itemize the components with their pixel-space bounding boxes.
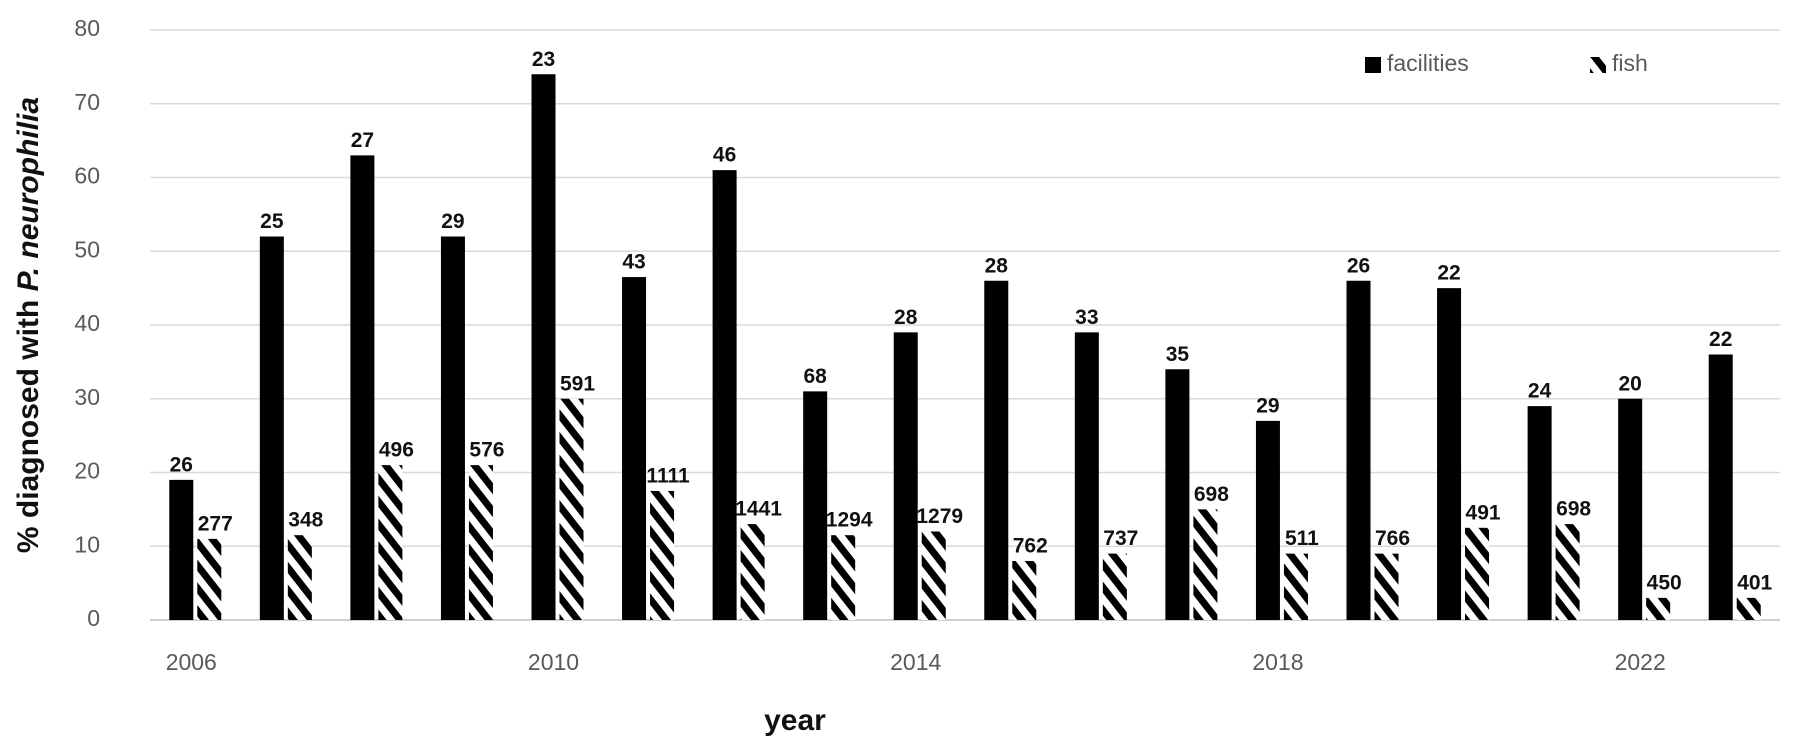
bar xyxy=(531,74,556,620)
y-tick-label: 10 xyxy=(74,531,100,557)
bar xyxy=(287,535,312,620)
count-label: 22 xyxy=(1709,328,1732,351)
x-tick-label: 2006 xyxy=(166,649,217,675)
y-tick-label: 20 xyxy=(74,458,100,484)
count-label: 24 xyxy=(1528,380,1552,403)
bar xyxy=(893,332,918,620)
bar xyxy=(1646,597,1671,620)
bar xyxy=(1374,553,1399,620)
bar xyxy=(650,490,675,620)
count-label: 450 xyxy=(1647,571,1682,594)
bar xyxy=(1255,420,1280,620)
bar xyxy=(1708,354,1733,620)
legend-swatch xyxy=(1365,57,1381,73)
bar xyxy=(197,538,222,620)
bar xyxy=(1193,509,1218,620)
count-label: 277 xyxy=(198,512,233,535)
count-label: 46 xyxy=(713,144,736,167)
y-tick-label: 40 xyxy=(74,310,100,336)
count-label: 27 xyxy=(351,129,374,152)
bar xyxy=(440,236,465,620)
count-label: 491 xyxy=(1466,501,1501,524)
count-label: 1294 xyxy=(826,509,873,532)
bar xyxy=(468,465,493,620)
bar xyxy=(831,535,856,620)
count-label: 23 xyxy=(532,48,555,71)
legend-label: fish xyxy=(1612,50,1648,76)
bar xyxy=(378,465,403,620)
bar xyxy=(1555,524,1580,620)
bar xyxy=(622,277,647,620)
count-label: 737 xyxy=(1103,527,1138,550)
count-label: 68 xyxy=(803,365,827,388)
y-tick-label: 0 xyxy=(87,605,100,631)
count-label: 22 xyxy=(1437,262,1460,285)
x-tick-label: 2010 xyxy=(528,649,579,675)
count-label: 348 xyxy=(288,509,323,532)
bar xyxy=(803,391,828,620)
count-label: 29 xyxy=(441,210,464,233)
bar xyxy=(1618,398,1643,620)
bar xyxy=(1527,406,1552,620)
y-axis-title: % diagnosed with P. neurophilia xyxy=(12,97,45,553)
bar xyxy=(1283,553,1308,620)
count-label: 20 xyxy=(1618,372,1641,395)
bar xyxy=(984,280,1009,620)
bar xyxy=(350,155,375,620)
y-tick-label: 50 xyxy=(74,236,100,262)
y-tick-label: 60 xyxy=(74,163,100,189)
y-tick-label: 80 xyxy=(74,15,100,41)
bar xyxy=(740,524,765,620)
bar xyxy=(169,479,194,620)
count-label: 1441 xyxy=(735,498,782,521)
count-label: 26 xyxy=(170,453,193,476)
count-label: 26 xyxy=(1347,254,1370,277)
count-label: 35 xyxy=(1166,343,1190,366)
x-axis-title: year xyxy=(764,704,826,737)
count-label: 576 xyxy=(469,439,504,462)
count-label: 1279 xyxy=(916,505,963,528)
bar xyxy=(259,236,284,620)
bar xyxy=(1074,332,1099,620)
bar xyxy=(712,170,737,620)
x-tick-label: 2022 xyxy=(1615,649,1666,675)
count-label: 766 xyxy=(1375,527,1410,550)
bar xyxy=(921,531,946,620)
legend-swatch xyxy=(1590,57,1606,73)
count-label: 1111 xyxy=(646,464,690,487)
bar xyxy=(1012,561,1037,620)
count-label: 698 xyxy=(1194,483,1229,506)
count-label: 762 xyxy=(1013,535,1048,558)
x-tick-label: 2018 xyxy=(1252,649,1303,675)
count-label: 43 xyxy=(622,251,645,274)
count-label: 511 xyxy=(1285,527,1319,550)
count-label: 29 xyxy=(1256,394,1279,417)
legend-label: facilities xyxy=(1387,50,1469,76)
bar xyxy=(1736,597,1761,620)
y-axis-title-species: P. neurophilia xyxy=(12,97,45,292)
count-label: 25 xyxy=(260,210,284,233)
count-label: 591 xyxy=(560,372,595,395)
y-tick-label: 30 xyxy=(74,384,100,410)
bar xyxy=(1165,369,1190,620)
bar xyxy=(1437,288,1462,620)
count-label: 496 xyxy=(379,439,414,462)
x-tick-label: 2014 xyxy=(890,649,941,675)
bar xyxy=(1102,553,1127,620)
count-label: 33 xyxy=(1075,306,1098,329)
bar xyxy=(559,398,584,620)
count-label: 28 xyxy=(894,306,918,329)
count-label: 28 xyxy=(985,254,1009,277)
y-axis-title-text: % diagnosed with xyxy=(12,291,45,553)
bar xyxy=(1346,280,1371,620)
y-tick-label: 70 xyxy=(74,89,100,115)
count-label: 401 xyxy=(1737,571,1772,594)
count-label: 698 xyxy=(1556,498,1591,521)
bar xyxy=(1465,527,1490,620)
